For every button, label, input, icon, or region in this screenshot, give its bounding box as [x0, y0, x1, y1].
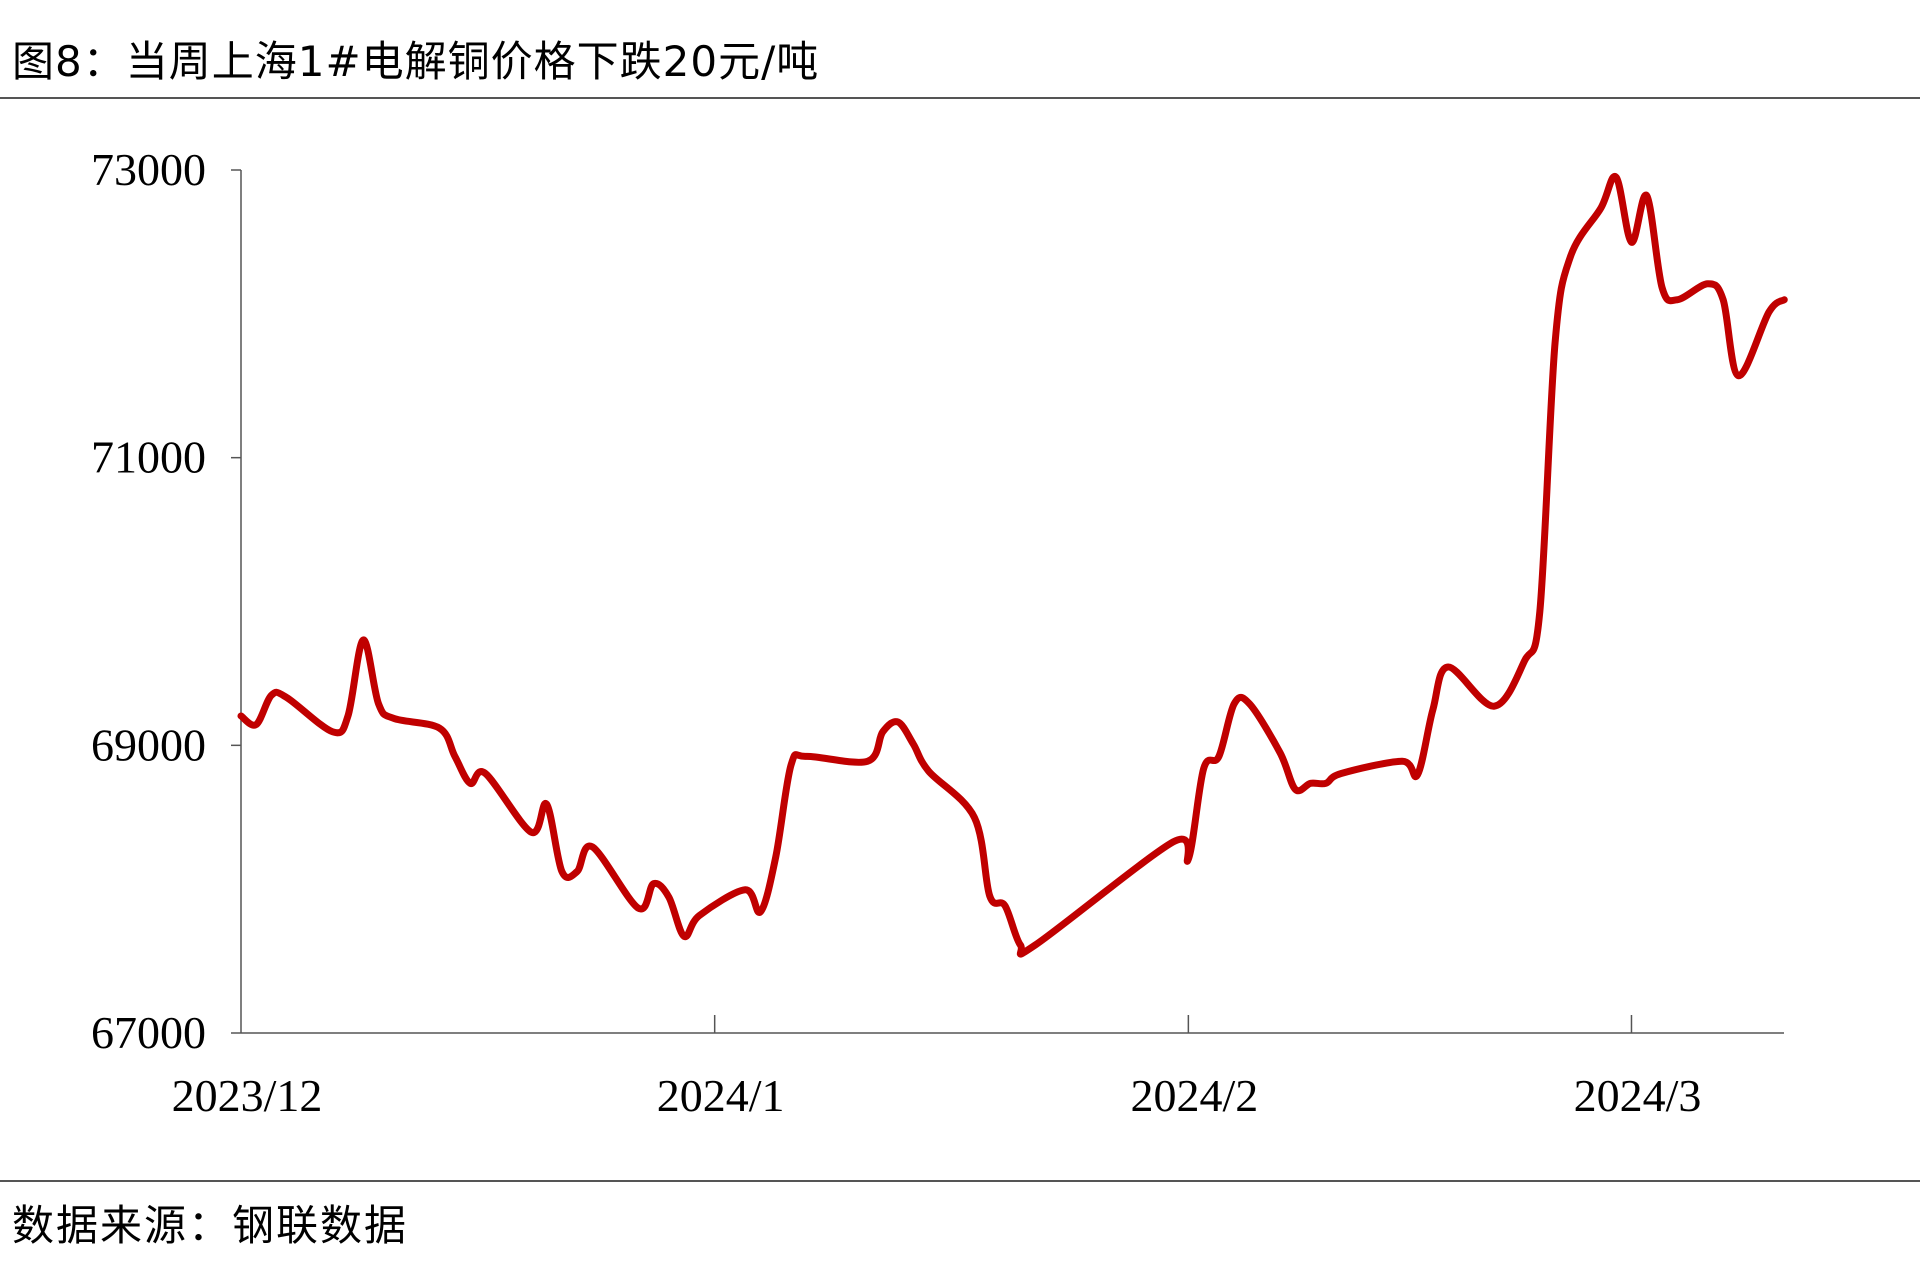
data-point	[1783, 299, 1785, 301]
data-point	[1004, 905, 1006, 907]
data-point	[530, 831, 532, 833]
data-point	[271, 694, 273, 696]
data-point	[286, 697, 288, 699]
data-point	[576, 870, 578, 872]
data-point	[469, 782, 471, 784]
data-point	[561, 870, 563, 872]
data-point	[1615, 176, 1617, 178]
data-point	[1676, 299, 1678, 301]
data-source: 数据来源：钢联数据	[12, 1201, 409, 1250]
price-line	[237, 172, 1788, 958]
data-point	[439, 727, 441, 729]
data-point	[866, 760, 868, 762]
data-point	[546, 803, 548, 805]
data-point	[1447, 666, 1449, 668]
data-point	[591, 846, 593, 848]
data-point	[973, 817, 975, 819]
x-tick-label: 2024/1	[657, 1070, 785, 1121]
data-point	[332, 731, 334, 733]
data-point	[1401, 760, 1403, 762]
data-point	[653, 883, 655, 885]
data-point	[882, 731, 884, 733]
y-tick-label: 73000	[91, 144, 206, 195]
data-point	[1203, 768, 1205, 770]
data-point	[1432, 709, 1434, 711]
data-point	[790, 764, 792, 766]
axes: 73000 71000 69000 67000 2023/12 2024/1 2024/2 2…	[91, 144, 1784, 1121]
chart-title: 图8：当周上海1#电解铜价格下跌20元/吨	[12, 37, 820, 86]
data-point	[255, 723, 257, 725]
data-point	[1019, 944, 1021, 946]
data-point	[240, 715, 242, 717]
x-tick-label: 2024/3	[1574, 1070, 1702, 1121]
data-point	[775, 856, 777, 858]
data-point	[454, 755, 456, 757]
y-tick-label: 69000	[91, 719, 206, 770]
data-point	[1187, 858, 1189, 860]
series-marks	[237, 172, 1788, 958]
data-point	[1661, 287, 1663, 289]
data-point	[698, 914, 700, 916]
data-point	[1279, 752, 1281, 754]
x-tick-label: 2024/2	[1130, 1070, 1258, 1121]
data-point	[760, 911, 762, 913]
data-point	[347, 715, 349, 717]
data-point	[1646, 195, 1648, 197]
data-point	[362, 639, 364, 641]
data-point	[484, 773, 486, 775]
y-tick-label: 71000	[91, 432, 206, 483]
data-point	[1600, 207, 1602, 209]
data-point	[1768, 311, 1770, 313]
data-point	[912, 743, 914, 745]
y-tick-label: 67000	[91, 1007, 206, 1058]
data-point	[1493, 705, 1495, 707]
data-point	[1248, 703, 1250, 705]
data-point	[668, 896, 670, 898]
data-point	[1554, 342, 1556, 344]
data-point	[1630, 241, 1632, 243]
data-point	[1417, 774, 1419, 776]
data-point	[1524, 660, 1526, 662]
data-point	[744, 889, 746, 891]
data-point	[1737, 375, 1739, 377]
data-point	[1325, 782, 1327, 784]
data-point	[683, 935, 685, 937]
data-point	[378, 703, 380, 705]
data-point	[1310, 782, 1312, 784]
x-tick-label: 2023/12	[172, 1070, 323, 1121]
data-point	[805, 755, 807, 757]
data-point	[1218, 755, 1220, 757]
data-point	[1340, 773, 1342, 775]
data-point	[1294, 788, 1296, 790]
data-point	[897, 721, 899, 723]
data-point	[1569, 256, 1571, 258]
data-point	[1233, 703, 1235, 705]
data-point	[1172, 841, 1174, 843]
bottom-divider	[0, 1180, 1920, 1182]
data-point	[1539, 611, 1541, 613]
data-point	[1722, 299, 1724, 301]
data-point	[928, 770, 930, 772]
data-point	[1035, 944, 1037, 946]
data-point	[393, 717, 395, 719]
data-point	[1707, 283, 1709, 285]
data-point	[989, 895, 991, 897]
data-point	[637, 907, 639, 909]
top-divider	[0, 97, 1920, 99]
